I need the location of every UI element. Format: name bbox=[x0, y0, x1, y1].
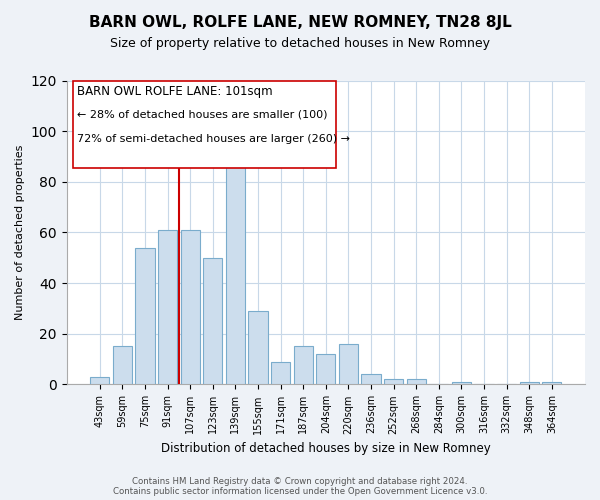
Text: ← 28% of detached houses are smaller (100): ← 28% of detached houses are smaller (10… bbox=[77, 110, 328, 120]
Text: Contains public sector information licensed under the Open Government Licence v3: Contains public sector information licen… bbox=[113, 487, 487, 496]
Bar bbox=[90, 377, 109, 384]
Text: Contains HM Land Registry data © Crown copyright and database right 2024.: Contains HM Land Registry data © Crown c… bbox=[132, 477, 468, 486]
Bar bbox=[384, 380, 403, 384]
Bar bbox=[407, 380, 426, 384]
Text: BARN OWL, ROLFE LANE, NEW ROMNEY, TN28 8JL: BARN OWL, ROLFE LANE, NEW ROMNEY, TN28 8… bbox=[89, 15, 511, 30]
Bar bbox=[293, 346, 313, 385]
Bar bbox=[361, 374, 380, 384]
Bar bbox=[542, 382, 562, 384]
Bar bbox=[158, 230, 177, 384]
X-axis label: Distribution of detached houses by size in New Romney: Distribution of detached houses by size … bbox=[161, 442, 491, 455]
Bar bbox=[316, 354, 335, 384]
Bar bbox=[226, 149, 245, 384]
Bar bbox=[203, 258, 223, 384]
Bar bbox=[339, 344, 358, 385]
Bar bbox=[271, 362, 290, 384]
Text: Size of property relative to detached houses in New Romney: Size of property relative to detached ho… bbox=[110, 38, 490, 51]
Bar bbox=[113, 346, 132, 385]
Bar bbox=[520, 382, 539, 384]
Bar bbox=[136, 248, 155, 384]
Bar bbox=[452, 382, 471, 384]
Y-axis label: Number of detached properties: Number of detached properties bbox=[15, 145, 25, 320]
Bar bbox=[248, 311, 268, 384]
Bar bbox=[181, 230, 200, 384]
Text: 72% of semi-detached houses are larger (260) →: 72% of semi-detached houses are larger (… bbox=[77, 134, 350, 144]
Text: BARN OWL ROLFE LANE: 101sqm: BARN OWL ROLFE LANE: 101sqm bbox=[77, 84, 273, 98]
